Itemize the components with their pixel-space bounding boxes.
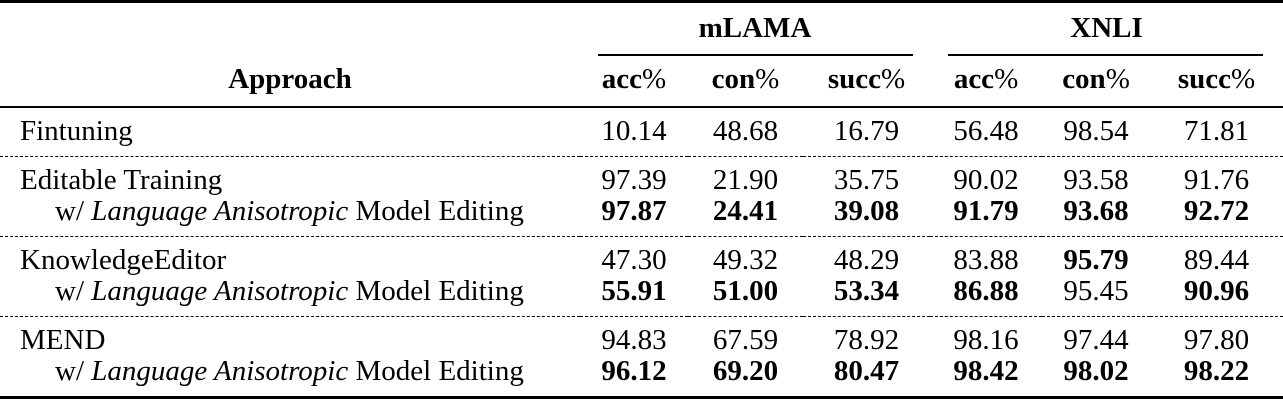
approach-cell: w/ Language Anisotropic Model Editing xyxy=(0,276,580,317)
metric-value: 93.68 xyxy=(1063,196,1129,227)
percent-sign: % xyxy=(994,63,1019,95)
metric-value: 98.16 xyxy=(930,316,1043,356)
metric-header-acc-mlama: acc% xyxy=(580,56,688,108)
metric-value: 78.92 xyxy=(803,316,931,356)
metric-value: 97.87 xyxy=(601,196,667,227)
metric-value: 90.96 xyxy=(1183,276,1250,307)
metric-header-acc-xnli: acc% xyxy=(930,56,1043,108)
column-group-mlama: mLAMA xyxy=(580,2,930,57)
metric-header-row: Approach acc% con% succ% acc% con% succ% xyxy=(0,56,1283,108)
metric-value: 94.83 xyxy=(580,316,688,356)
metric-value: 48.68 xyxy=(712,115,779,147)
approach-label: Fintuning xyxy=(20,115,133,147)
table-row: KnowledgeEditor 47.30 49.32 48.29 83.88 … xyxy=(0,236,1283,276)
metric-value: 48.29 xyxy=(803,236,931,276)
metric-value: 55.91 xyxy=(601,276,667,307)
metric-value: 98.42 xyxy=(953,356,1019,387)
approach-label-italic: Language Anisotropic xyxy=(91,276,349,307)
percent-sign: % xyxy=(1105,63,1130,95)
section-editable-training: Editable Training 97.39 21.90 35.75 90.0… xyxy=(0,156,1283,237)
approach-cell: MEND xyxy=(0,316,580,356)
metric-header-succ-mlama: succ% xyxy=(803,56,931,108)
approach-label: w/ xyxy=(55,276,92,307)
percent-sign: % xyxy=(755,63,780,95)
section-fintuning: Fintuning 10.14 48.68 16.79 56.48 98.54 … xyxy=(0,107,1283,157)
approach-label: KnowledgeEditor xyxy=(20,244,227,276)
metric-name: con xyxy=(1062,63,1106,95)
metric-value: 97.44 xyxy=(1042,316,1151,356)
metric-value: 10.14 xyxy=(601,115,667,147)
metric-value: 91.79 xyxy=(953,196,1019,227)
corner-cell xyxy=(0,2,580,57)
metric-value: 35.75 xyxy=(803,156,931,196)
approach-cell: KnowledgeEditor xyxy=(0,236,580,276)
metric-value: 21.90 xyxy=(688,156,803,196)
section-knowledgeeditor: KnowledgeEditor 47.30 49.32 48.29 83.88 … xyxy=(0,236,1283,317)
metric-name: acc xyxy=(953,63,995,95)
table-row: w/ Language Anisotropic Model Editing 55… xyxy=(0,276,1283,317)
column-group-xnli: XNLI xyxy=(930,2,1283,57)
metric-value: 98.02 xyxy=(1063,356,1129,387)
table-row: MEND 94.83 67.59 78.92 98.16 97.44 97.80 xyxy=(0,316,1283,356)
metric-value: 93.58 xyxy=(1042,156,1151,196)
metric-value: 89.44 xyxy=(1150,236,1283,276)
approach-label: w/ xyxy=(55,196,92,227)
section-mend: MEND 94.83 67.59 78.92 98.16 97.44 97.80… xyxy=(0,316,1283,398)
metric-value: 56.48 xyxy=(953,115,1019,147)
approach-header: Approach xyxy=(0,56,580,108)
metric-value: 49.32 xyxy=(688,236,803,276)
metric-name: con xyxy=(711,63,756,95)
approach-cell: Fintuning xyxy=(0,107,580,157)
metric-value: 53.34 xyxy=(833,276,900,307)
metric-value: 95.45 xyxy=(1063,276,1129,307)
metric-header-con-mlama: con% xyxy=(688,56,803,108)
metric-name: succ xyxy=(827,63,882,95)
approach-cell: w/ Language Anisotropic Model Editing xyxy=(0,356,580,398)
metric-value: 97.39 xyxy=(580,156,688,196)
metric-value: 51.00 xyxy=(712,276,779,307)
metric-value: 90.02 xyxy=(930,156,1043,196)
percent-sign: % xyxy=(881,63,906,95)
metric-value: 97.80 xyxy=(1150,316,1283,356)
table-row: Fintuning 10.14 48.68 16.79 56.48 98.54 … xyxy=(0,107,1283,157)
approach-label: Model Editing xyxy=(348,276,524,307)
percent-sign: % xyxy=(1231,63,1256,95)
table-row: w/ Language Anisotropic Model Editing 97… xyxy=(0,196,1283,237)
metric-header-succ-xnli: succ% xyxy=(1150,56,1283,108)
approach-label-italic: Language Anisotropic xyxy=(91,356,349,387)
approach-label: MEND xyxy=(20,324,106,356)
metric-value: 67.59 xyxy=(688,316,803,356)
metric-value: 83.88 xyxy=(930,236,1043,276)
metric-value: 24.41 xyxy=(712,196,779,227)
approach-label: w/ xyxy=(55,356,92,387)
metric-header-con-xnli: con% xyxy=(1042,56,1151,108)
metric-value: 16.79 xyxy=(833,115,900,147)
metric-name: succ xyxy=(1177,63,1232,95)
metric-value: 92.72 xyxy=(1183,196,1250,227)
metric-value: 39.08 xyxy=(833,196,900,227)
metric-name: acc xyxy=(601,63,643,95)
group-header-row: mLAMA XNLI xyxy=(0,2,1283,57)
table-row: Editable Training 97.39 21.90 35.75 90.0… xyxy=(0,156,1283,196)
approach-cell: w/ Language Anisotropic Model Editing xyxy=(0,196,580,237)
metric-value: 47.30 xyxy=(580,236,688,276)
percent-sign: % xyxy=(642,63,667,95)
metric-value: 80.47 xyxy=(833,356,900,387)
metric-value: 98.22 xyxy=(1183,356,1250,387)
metric-value: 86.88 xyxy=(953,276,1019,307)
approach-cell: Editable Training xyxy=(0,156,580,196)
metric-value: 98.54 xyxy=(1063,115,1129,147)
approach-label: Editable Training xyxy=(20,164,223,196)
approach-label: Model Editing xyxy=(348,356,524,387)
metric-value: 96.12 xyxy=(601,356,667,387)
metric-value: 91.76 xyxy=(1150,156,1283,196)
approach-label: Model Editing xyxy=(348,196,524,227)
metric-value: 95.79 xyxy=(1042,236,1151,276)
approach-label-italic: Language Anisotropic xyxy=(91,196,349,227)
metric-value: 69.20 xyxy=(712,356,779,387)
table-row: w/ Language Anisotropic Model Editing 96… xyxy=(0,356,1283,398)
metric-value: 71.81 xyxy=(1183,115,1250,147)
